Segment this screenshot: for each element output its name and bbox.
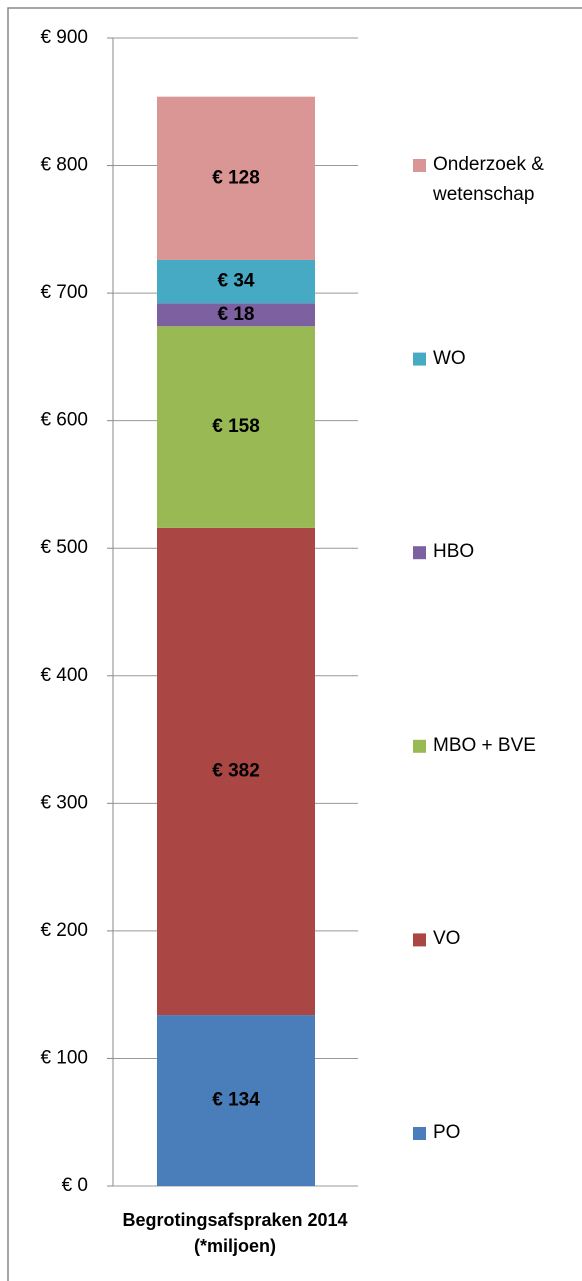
y-tick-label: € 200: [40, 920, 88, 941]
y-tick-label: € 800: [40, 155, 88, 176]
y-tick-label: € 0: [62, 1175, 88, 1196]
data-label: € 34: [218, 271, 255, 292]
legend-label: Onderzoek & wetenschap: [433, 154, 544, 205]
legend-swatch: [413, 159, 426, 172]
y-tick-label: € 300: [40, 792, 88, 813]
legend-label: HBO: [433, 541, 475, 563]
data-label: € 158: [212, 416, 260, 437]
legend-swatch: [413, 739, 426, 753]
y-tick-label: € 100: [40, 1047, 88, 1068]
y-tick-label: € 900: [40, 27, 88, 48]
data-label: € 128: [212, 167, 260, 188]
legend-label: MBO + BVE: [433, 734, 536, 756]
chart-frame: [7, 7, 582, 1281]
bar-segment: [157, 303, 315, 327]
legend-label: PO: [433, 1122, 461, 1143]
x-tick-label: Begrotingsafspraken 2014 (*miljoen): [122, 1210, 348, 1256]
y-tick-label: € 700: [40, 282, 88, 303]
bar-segment: [157, 259, 315, 304]
legend-label: WO: [433, 347, 466, 369]
bar-segment: [157, 326, 315, 528]
legend-swatch: [413, 352, 426, 366]
legend-label: VO: [433, 928, 461, 950]
data-label: € 134: [212, 1090, 260, 1111]
legend-swatch: [413, 546, 426, 560]
y-tick-label: € 400: [40, 665, 88, 686]
y-tick-label: € 500: [40, 537, 88, 558]
data-label: € 382: [212, 760, 260, 781]
data-label: € 18: [218, 304, 255, 325]
bar-segment: [157, 527, 315, 1016]
legend-swatch: [413, 1127, 426, 1140]
y-tick-label: € 600: [40, 410, 88, 431]
bar-segment: [157, 96, 315, 260]
bar-segment: [157, 1015, 315, 1186]
legend-swatch: [413, 933, 426, 947]
